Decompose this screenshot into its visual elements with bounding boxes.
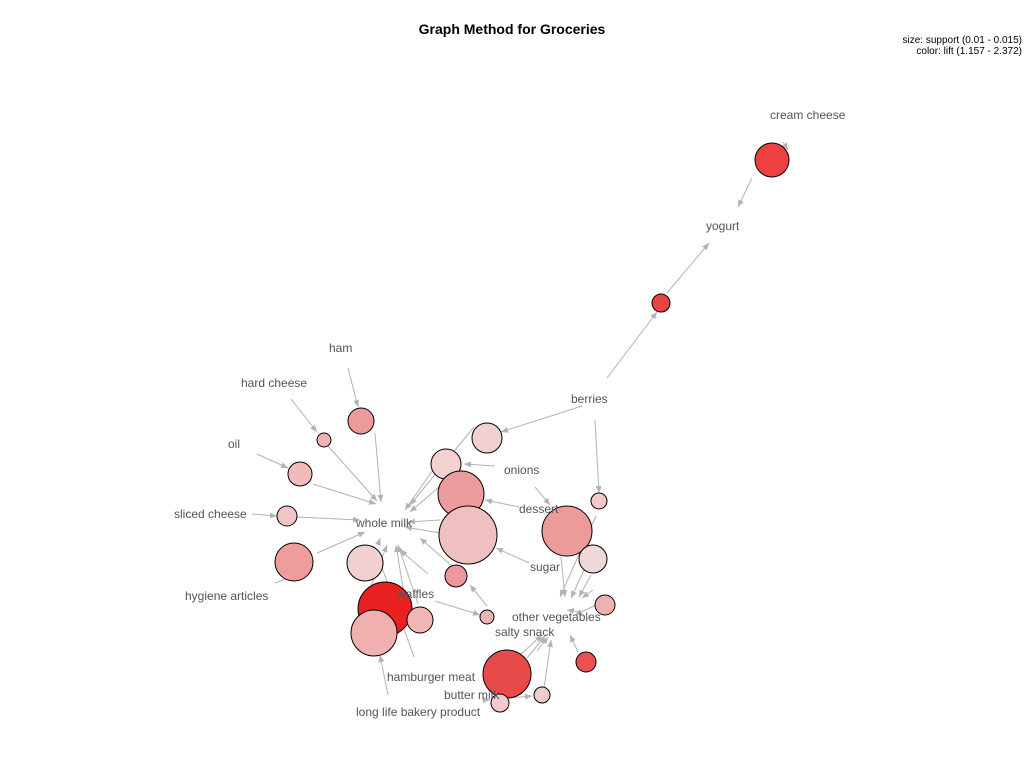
edge-44 (526, 635, 546, 659)
edge-43 (569, 634, 579, 653)
legend-size: size: support (0.01 - 0.015) (902, 35, 1022, 46)
edge-19 (296, 516, 361, 523)
item-label-dessert: dessert (519, 502, 559, 516)
edge-2 (737, 177, 753, 208)
rule-node-15[interactable] (350, 609, 398, 657)
item-label-ham: ham (329, 341, 352, 355)
item-label-whole-milk: whole milk (355, 516, 413, 530)
edge-25 (404, 525, 441, 534)
item-label-hygiene-articles: hygiene articles (185, 589, 268, 603)
edge-14 (484, 498, 520, 508)
rule-node-19[interactable] (578, 544, 608, 574)
item-label-sliced-cheese: sliced cheese (174, 507, 247, 521)
item-label-onions: onions (504, 463, 539, 477)
edge-12 (463, 461, 496, 468)
item-label-waffles: waffles (396, 587, 434, 601)
edge-24 (407, 518, 441, 525)
item-label-hard-cheese: hard cheese (241, 376, 307, 390)
edge-33 (399, 549, 429, 575)
rule-node-25[interactable] (490, 693, 510, 713)
rule-node-17[interactable] (479, 609, 495, 625)
edge-23 (409, 485, 441, 513)
rule-node-1[interactable] (754, 142, 790, 178)
edge-39 (578, 574, 592, 598)
legend-color: color: lift (1.157 - 2.372) (916, 46, 1022, 57)
edge-5 (347, 367, 360, 408)
edge-35 (469, 584, 488, 607)
rule-nodes-layer (274, 142, 790, 713)
item-label-cream-cheese: cream cheese (770, 108, 846, 122)
edge-22 (404, 469, 434, 511)
edge-15 (495, 547, 530, 564)
rule-node-5[interactable] (287, 461, 313, 487)
edge-34 (434, 600, 481, 616)
rule-node-12[interactable] (346, 544, 384, 582)
item-label-butter-milk: butter milk (444, 688, 500, 702)
rule-node-2[interactable] (651, 293, 671, 313)
edge-4 (666, 242, 710, 294)
edge-38 (581, 589, 594, 599)
item-label-long-life-bakery-product: long life bakery product (356, 705, 481, 719)
edge-26 (419, 537, 453, 567)
edge-1 (781, 141, 789, 151)
edge-13 (534, 486, 551, 506)
edge-45 (520, 634, 543, 655)
item-label-other-vegetables: other vegetables (512, 610, 601, 624)
edge-6 (290, 398, 318, 433)
edge-42 (574, 604, 597, 616)
edge-27 (375, 537, 381, 546)
rule-node-6[interactable] (471, 422, 503, 454)
edge-37 (570, 569, 585, 599)
rule-node-10[interactable] (438, 505, 498, 565)
rule-node-16[interactable] (406, 606, 434, 634)
edge-17 (312, 483, 377, 505)
chart-title: Graph Method for Groceries (418, 21, 606, 37)
item-label-berries: berries (571, 392, 608, 406)
rule-node-24[interactable] (533, 686, 551, 704)
item-label-oil: oil (228, 437, 240, 451)
rule-node-4[interactable] (316, 432, 332, 448)
item-label-hamburger-meat: hamburger meat (387, 670, 476, 684)
edge-32 (378, 654, 389, 696)
edge-11 (594, 419, 602, 494)
edge-18 (374, 432, 384, 503)
rule-node-22[interactable] (575, 651, 597, 673)
edge-16 (327, 445, 378, 502)
item-label-yogurt: yogurt (706, 219, 740, 233)
rule-node-13[interactable] (444, 564, 468, 588)
rule-node-20[interactable] (590, 492, 608, 510)
edge-7 (256, 453, 289, 469)
edge-3 (606, 311, 658, 379)
edge-20 (316, 531, 366, 554)
edge-46 (536, 636, 549, 652)
rule-node-11[interactable] (274, 542, 314, 582)
item-label-salty-snack: salty snack (495, 625, 555, 639)
edge-47 (543, 639, 553, 689)
item-labels-layer: cream cheese yogurt ham hard cheese oil berri… (174, 108, 846, 719)
rule-node-3[interactable] (347, 407, 375, 435)
rule-node-21[interactable] (594, 594, 616, 616)
edge-8 (251, 512, 278, 519)
rule-node-9[interactable] (276, 505, 298, 527)
edge-10 (500, 405, 583, 433)
rule-node-18[interactable] (541, 505, 593, 557)
item-label-sugar: sugar (530, 560, 560, 574)
